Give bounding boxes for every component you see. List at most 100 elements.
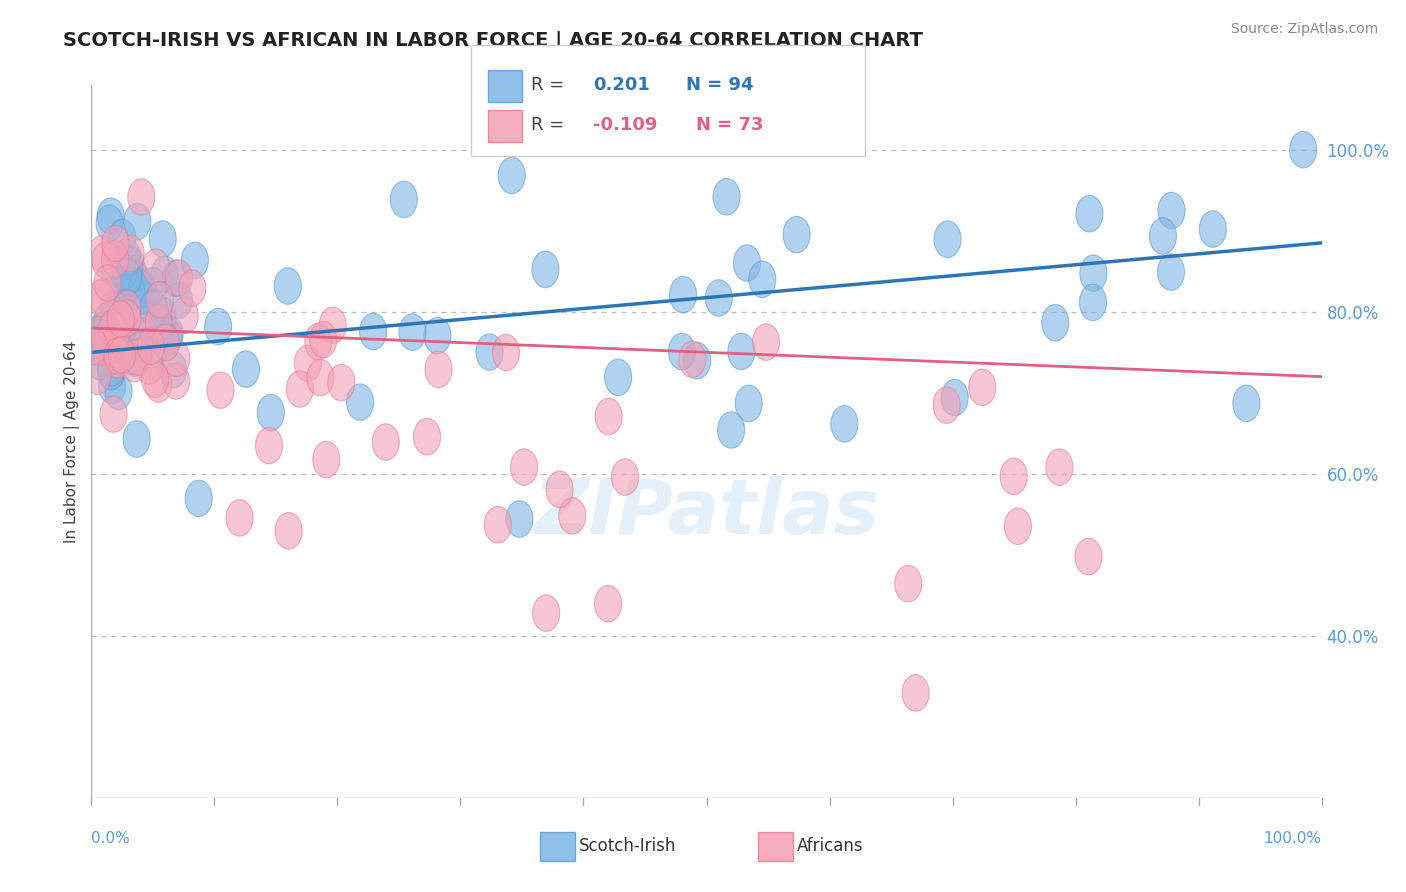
Text: R =: R = (531, 76, 565, 94)
Ellipse shape (934, 221, 962, 258)
Ellipse shape (831, 406, 858, 442)
Ellipse shape (413, 418, 440, 455)
Ellipse shape (101, 334, 128, 370)
Ellipse shape (309, 321, 337, 358)
Ellipse shape (87, 343, 114, 380)
Ellipse shape (155, 318, 181, 355)
Ellipse shape (1080, 255, 1107, 292)
Ellipse shape (84, 358, 111, 394)
Ellipse shape (160, 351, 187, 388)
Text: 0.0%: 0.0% (91, 831, 131, 846)
Ellipse shape (1289, 131, 1317, 168)
Ellipse shape (706, 280, 733, 316)
Ellipse shape (135, 348, 163, 384)
Ellipse shape (87, 330, 115, 367)
Ellipse shape (558, 498, 586, 534)
Ellipse shape (124, 421, 150, 458)
Ellipse shape (360, 313, 387, 350)
Ellipse shape (90, 313, 117, 350)
Ellipse shape (108, 219, 136, 256)
Ellipse shape (91, 328, 120, 365)
Ellipse shape (294, 345, 322, 382)
Ellipse shape (152, 256, 179, 293)
Ellipse shape (134, 301, 162, 338)
Ellipse shape (149, 297, 176, 333)
Ellipse shape (98, 350, 125, 386)
Y-axis label: In Labor Force | Age 20-64: In Labor Force | Age 20-64 (65, 341, 80, 542)
Ellipse shape (477, 334, 503, 370)
Ellipse shape (232, 351, 260, 387)
Ellipse shape (783, 217, 810, 252)
Text: ZIPatlas: ZIPatlas (533, 476, 880, 549)
Ellipse shape (89, 278, 117, 315)
Ellipse shape (752, 324, 779, 360)
Ellipse shape (1159, 193, 1185, 229)
Ellipse shape (110, 310, 136, 346)
Ellipse shape (114, 239, 141, 276)
Ellipse shape (94, 302, 121, 339)
Ellipse shape (114, 259, 142, 295)
Ellipse shape (207, 372, 233, 409)
Ellipse shape (98, 310, 125, 347)
Ellipse shape (93, 312, 120, 348)
Ellipse shape (595, 585, 621, 622)
Ellipse shape (373, 424, 399, 460)
Ellipse shape (107, 308, 134, 344)
Ellipse shape (139, 268, 166, 304)
Ellipse shape (179, 270, 205, 306)
Ellipse shape (425, 351, 451, 388)
Ellipse shape (150, 313, 177, 350)
Ellipse shape (934, 387, 960, 424)
Ellipse shape (346, 384, 374, 420)
Ellipse shape (941, 379, 969, 416)
Ellipse shape (152, 325, 180, 361)
Ellipse shape (80, 328, 107, 365)
Ellipse shape (172, 297, 198, 334)
Ellipse shape (110, 310, 136, 346)
Ellipse shape (166, 260, 193, 296)
Ellipse shape (328, 365, 354, 401)
Ellipse shape (1149, 218, 1177, 254)
Ellipse shape (728, 333, 755, 369)
Ellipse shape (156, 316, 183, 352)
Ellipse shape (132, 281, 160, 318)
Ellipse shape (128, 318, 155, 354)
Ellipse shape (128, 178, 155, 215)
Ellipse shape (484, 507, 512, 543)
Text: Source: ZipAtlas.com: Source: ZipAtlas.com (1230, 22, 1378, 37)
Ellipse shape (423, 318, 451, 354)
Ellipse shape (87, 280, 114, 317)
Ellipse shape (734, 244, 761, 281)
Ellipse shape (163, 363, 190, 399)
Ellipse shape (1076, 195, 1102, 232)
Ellipse shape (1199, 211, 1226, 247)
Ellipse shape (307, 359, 335, 396)
Ellipse shape (110, 253, 138, 290)
Ellipse shape (149, 221, 176, 257)
Ellipse shape (717, 412, 745, 448)
Ellipse shape (274, 268, 301, 304)
Ellipse shape (1233, 385, 1260, 422)
Ellipse shape (128, 271, 156, 308)
Ellipse shape (287, 371, 314, 408)
Ellipse shape (506, 500, 533, 537)
Ellipse shape (533, 595, 560, 632)
Ellipse shape (141, 290, 167, 326)
Ellipse shape (226, 500, 253, 536)
Ellipse shape (101, 225, 129, 261)
Ellipse shape (114, 291, 141, 327)
Ellipse shape (101, 256, 129, 293)
Ellipse shape (107, 288, 134, 325)
Ellipse shape (128, 269, 155, 306)
Ellipse shape (104, 342, 131, 378)
Ellipse shape (94, 319, 121, 355)
Text: 0.201: 0.201 (593, 76, 650, 94)
Ellipse shape (546, 471, 574, 508)
Ellipse shape (531, 252, 560, 287)
Ellipse shape (107, 282, 134, 318)
Text: N = 94: N = 94 (686, 76, 754, 94)
Ellipse shape (276, 513, 302, 549)
Ellipse shape (1076, 539, 1102, 574)
Ellipse shape (399, 314, 426, 351)
Ellipse shape (118, 274, 145, 310)
